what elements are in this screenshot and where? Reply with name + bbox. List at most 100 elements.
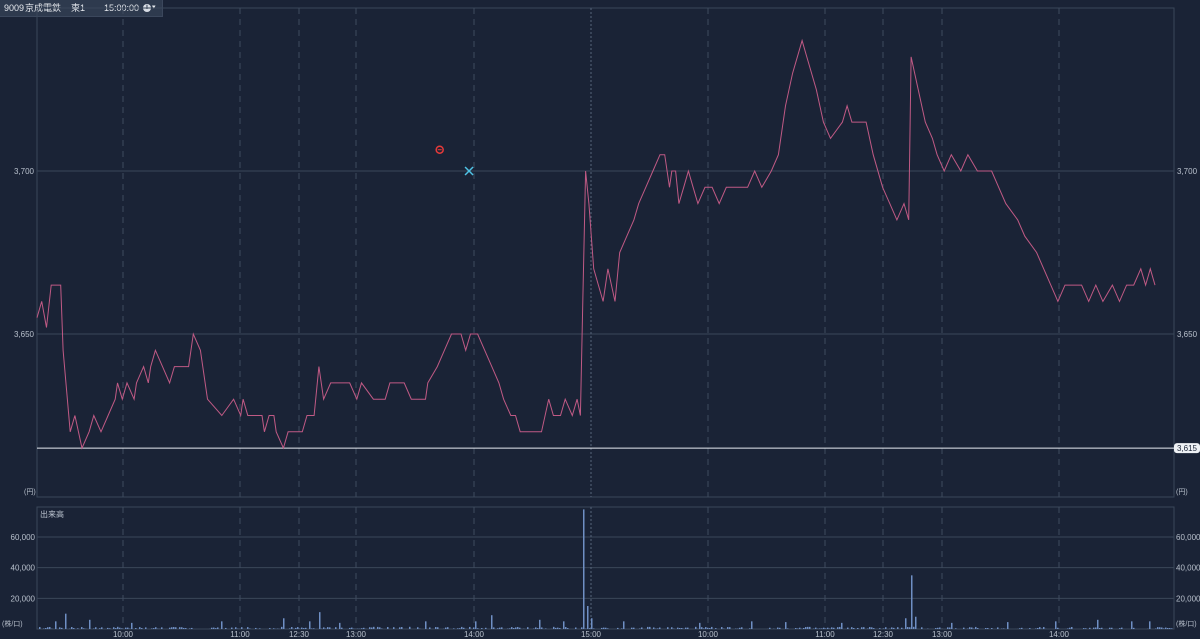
volume-bar	[459, 628, 461, 629]
volume-bar	[997, 627, 999, 629]
volume-bar	[497, 628, 499, 629]
volume-bar	[527, 627, 529, 629]
price-unit-label-left: (円)	[24, 488, 36, 496]
volume-bar	[1159, 627, 1161, 629]
volume-bar	[831, 627, 833, 629]
volume-bar	[45, 628, 47, 629]
volume-bar	[213, 627, 215, 629]
volume-bar	[863, 627, 865, 629]
x-axis-labels: 10:00 11:00 12:30 13:00 14:00 15:00 10:00 11:00…	[113, 630, 1070, 639]
volume-bar	[499, 627, 501, 629]
volume-bar	[1003, 628, 1005, 629]
volume-bar	[1097, 619, 1099, 629]
volume-bar	[985, 628, 987, 629]
volume-bar	[373, 626, 375, 629]
volume-bar	[101, 627, 103, 629]
volume-bar	[175, 627, 177, 629]
volume-bar	[77, 628, 79, 629]
volume-bar	[963, 627, 965, 629]
volume-bar	[679, 628, 681, 629]
volume-bar	[869, 627, 871, 629]
volume-bar	[125, 627, 127, 629]
volume-bar	[809, 626, 811, 629]
volume-bar	[191, 627, 193, 629]
volume-bar	[715, 628, 717, 629]
volume-bar	[557, 627, 559, 629]
cross-marker-stroke	[464, 166, 474, 176]
volume-bar	[537, 628, 539, 629]
x-tick-label: 13:00	[932, 630, 953, 639]
volume-bar	[319, 612, 321, 629]
cross-marker-icon[interactable]	[464, 166, 474, 176]
volume-bar	[1161, 627, 1163, 629]
volume-bar	[535, 627, 537, 629]
volume-bar	[1093, 627, 1095, 629]
volume-bar	[379, 627, 381, 629]
volume-bar	[457, 628, 459, 629]
volume-bar	[707, 627, 709, 629]
volume-bar	[475, 621, 477, 629]
volume-bar	[445, 627, 447, 629]
volume-bar	[259, 628, 261, 629]
day-high-circle[interactable]	[435, 145, 444, 154]
volume-bar	[871, 627, 873, 629]
price-tick-label: 3,700	[1177, 167, 1198, 176]
volume-bar	[301, 627, 303, 629]
volume-bar	[853, 627, 855, 629]
volume-bar	[827, 627, 829, 629]
volume-bar	[141, 628, 143, 629]
volume-bar	[139, 627, 141, 629]
stock-code: 9009	[4, 3, 25, 13]
volume-bar	[1071, 626, 1073, 629]
volume-bar	[633, 627, 635, 629]
price-y-labels-left: 3,650 3,700	[14, 167, 35, 339]
volume-bar	[729, 627, 731, 629]
price-series-line	[36, 38, 1156, 450]
volume-bar	[221, 621, 223, 629]
volume-bar	[303, 628, 305, 629]
volume-bar	[703, 628, 705, 629]
volume-bar	[81, 627, 83, 629]
price-grid	[37, 170, 1174, 335]
volume-bar	[779, 627, 781, 629]
volume-bar	[1149, 621, 1151, 629]
volume-y-labels-right: 20,000 40,000 60,000	[1176, 533, 1200, 603]
volume-bar	[823, 627, 825, 629]
volume-bar	[401, 627, 403, 629]
volume-bar	[161, 627, 163, 629]
volume-bar	[127, 627, 129, 629]
volume-bar	[49, 626, 51, 629]
volume-bar	[225, 627, 227, 629]
volume-bar	[71, 627, 73, 629]
volume-bar	[671, 627, 673, 629]
volume-tick-label: 40,000	[11, 564, 36, 573]
volume-bar	[115, 628, 117, 629]
volume-bar	[135, 628, 137, 629]
volume-tick-label: 60,000	[11, 533, 36, 542]
volume-bar	[699, 622, 701, 629]
volume-bar	[335, 627, 337, 629]
volume-bar	[1157, 627, 1159, 629]
volume-bar	[593, 628, 595, 629]
x-tick-label: 10:00	[113, 630, 134, 639]
volume-bar	[727, 627, 729, 629]
volume-tick-label: 40,000	[1176, 564, 1200, 573]
volume-bar	[879, 628, 881, 629]
volume-bar	[649, 626, 651, 629]
volume-bar	[807, 626, 809, 629]
volume-bar	[839, 626, 841, 629]
volume-bar	[47, 627, 49, 629]
volume-bar	[1119, 628, 1121, 629]
volume-bar	[1057, 627, 1059, 629]
volume-bar	[885, 627, 887, 629]
volume-bar	[1037, 627, 1039, 629]
day-high-marker[interactable]	[435, 145, 444, 154]
volume-bar	[99, 628, 101, 629]
volume-bar	[1021, 627, 1023, 629]
volume-bar	[687, 627, 689, 629]
volume-bar	[113, 627, 115, 629]
volume-bar	[513, 628, 515, 629]
volume-bar	[939, 627, 941, 629]
volume-bar	[641, 627, 643, 629]
volume-bar	[463, 627, 465, 629]
